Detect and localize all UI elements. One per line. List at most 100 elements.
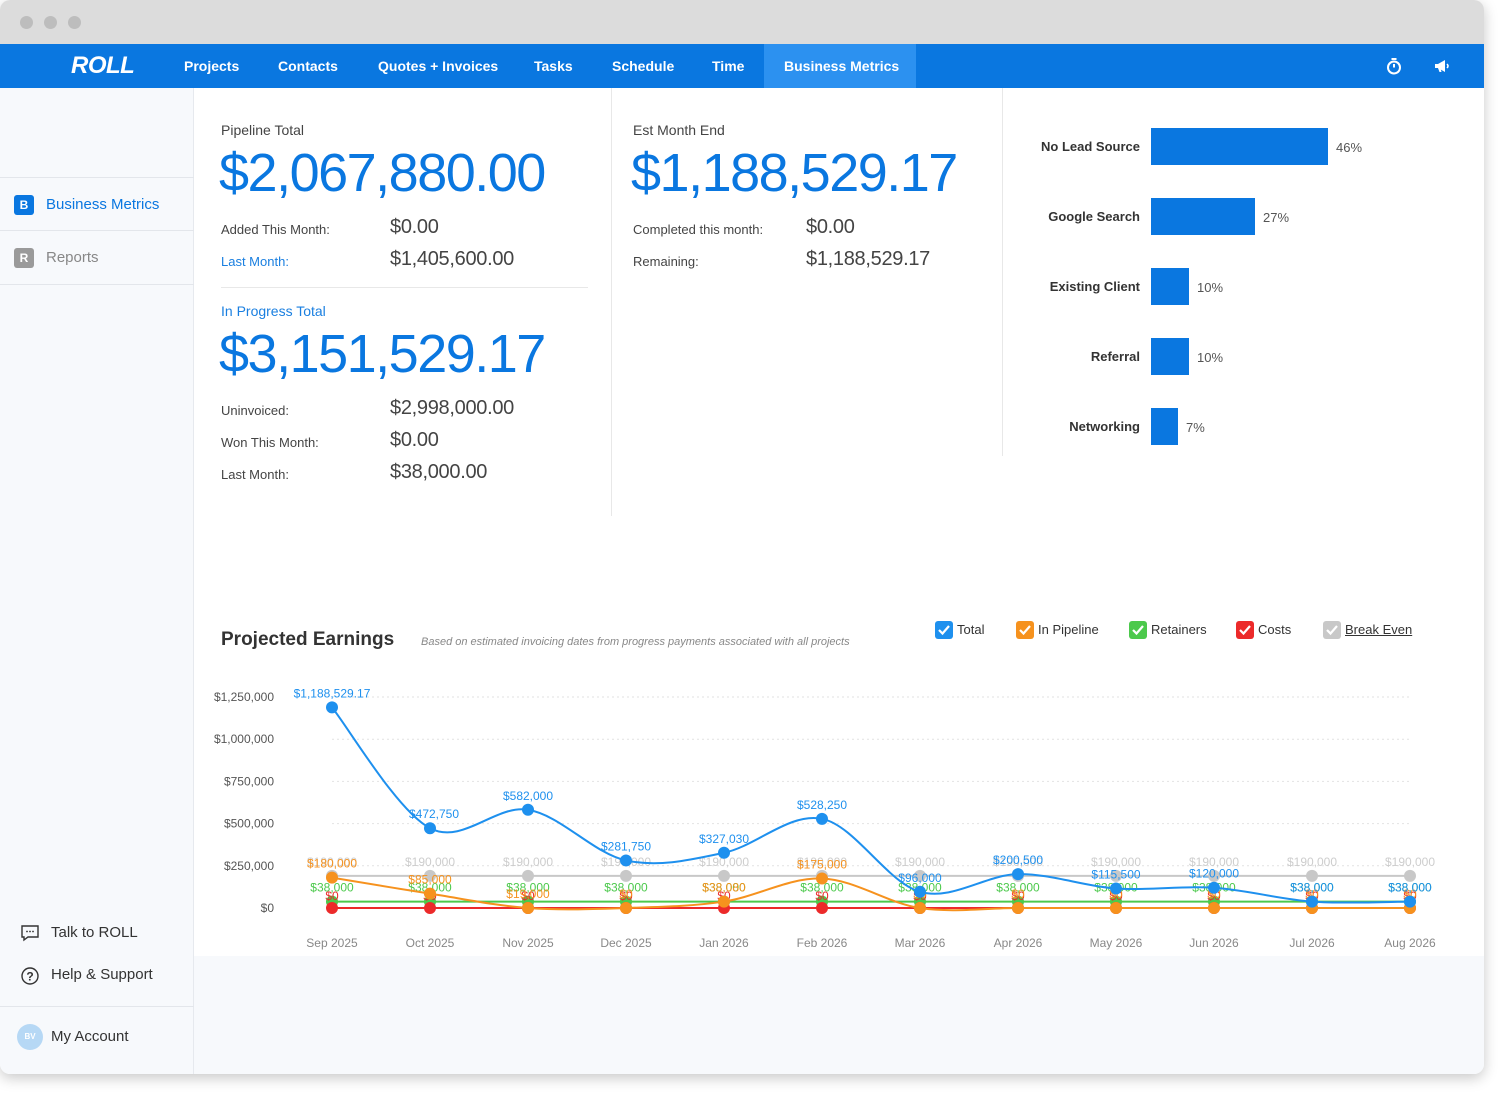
pipeline-last-month-link[interactable]: Last Month: <box>221 254 289 269</box>
data-point <box>424 822 436 835</box>
data-point <box>1306 895 1318 908</box>
data-point <box>1208 902 1220 914</box>
lead-source-percent: 46% <box>1336 140 1363 155</box>
data-label: $0 <box>815 889 829 903</box>
reports-badge-icon: R <box>14 248 34 268</box>
data-label: $0 <box>1011 889 1025 903</box>
window-zoom-dot[interactable] <box>68 16 81 29</box>
month-end-title: Est Month End <box>633 122 725 138</box>
data-label: $0 <box>521 889 535 903</box>
data-point <box>522 902 534 914</box>
sidebar: B Business Metrics R Reports Talk to ROL… <box>0 88 194 1074</box>
lead-source-label: No Lead Source <box>1041 139 1140 154</box>
data-point <box>718 869 730 882</box>
added-this-month-label: Added This Month: <box>221 222 330 237</box>
data-label: $528,250 <box>797 798 847 812</box>
nav-business-metrics[interactable]: Business Metrics <box>764 44 916 88</box>
my-account-label: My Account <box>51 1028 129 1045</box>
data-point <box>620 869 632 882</box>
data-label: $38,080 <box>702 881 746 895</box>
nav-projects[interactable]: Projects <box>184 58 240 74</box>
chat-bubble-icon <box>21 925 39 942</box>
y-tick-label: $1,250,000 <box>214 690 274 704</box>
nav-time[interactable]: Time <box>712 58 745 74</box>
window-close-dot[interactable] <box>20 16 33 29</box>
lead-source-percent: 10% <box>1197 280 1224 295</box>
lead-source-bar[interactable] <box>1151 198 1255 235</box>
nav-tasks[interactable]: Tasks <box>534 58 573 74</box>
data-label: $190,000 <box>699 855 749 869</box>
uninvoiced-value: $2,998,000.00 <box>390 397 515 419</box>
lead-source-bar[interactable] <box>1151 408 1178 445</box>
data-point <box>914 902 926 914</box>
data-label: $38,000 <box>1290 881 1334 895</box>
lead-source-bar[interactable] <box>1151 338 1189 375</box>
megaphone-icon[interactable] <box>1432 56 1452 76</box>
in-progress-last-month-value: $38,000.00 <box>390 461 488 483</box>
top-navbar: ROLL Projects Contacts Quotes + Invoices… <box>0 44 1484 88</box>
lead-source-label: Existing Client <box>1049 279 1140 294</box>
data-label: $190,000 <box>895 855 945 869</box>
stopwatch-icon[interactable] <box>1384 56 1404 76</box>
data-point <box>718 846 730 859</box>
legend-label: In Pipeline <box>1038 622 1099 637</box>
won-this-month-label: Won This Month: <box>221 435 319 450</box>
window-minimize-dot[interactable] <box>44 16 57 29</box>
data-label: $200,500 <box>993 853 1043 867</box>
checkbox-checked-icon[interactable] <box>1236 621 1254 639</box>
uninvoiced-label: Uninvoiced: <box>221 403 289 418</box>
legend-label: Break Even <box>1345 622 1413 637</box>
checkbox-checked-icon[interactable] <box>1323 621 1341 639</box>
x-tick-label: Jun 2026 <box>1189 936 1239 950</box>
data-point <box>816 812 828 825</box>
pipeline-divider <box>221 287 588 288</box>
data-point <box>424 902 436 914</box>
sidebar-item-label: Reports <box>46 249 99 266</box>
data-label: $190,000 <box>1189 855 1239 869</box>
in-progress-title-link[interactable]: In Progress Total <box>221 303 326 319</box>
lead-source-bar[interactable] <box>1151 268 1189 305</box>
data-label: $38,000 <box>604 881 648 895</box>
data-label: $38,000 <box>1388 881 1432 895</box>
remaining-label: Remaining: <box>633 254 699 269</box>
window-titlebar <box>0 0 1484 44</box>
data-label: $38,000 <box>800 881 844 895</box>
sidebar-item-business-metrics[interactable]: B Business Metrics <box>0 177 194 231</box>
data-label: $180,000 <box>307 857 357 871</box>
data-label: $0 <box>619 889 633 903</box>
y-tick-label: $0 <box>261 901 275 915</box>
data-point <box>326 902 338 914</box>
data-label: $38,000 <box>996 881 1040 895</box>
x-tick-label: Jul 2026 <box>1289 936 1335 950</box>
data-label: $19,000 <box>506 887 550 901</box>
data-point <box>620 902 632 914</box>
data-point <box>1012 902 1024 914</box>
checkbox-checked-icon[interactable] <box>1016 621 1034 639</box>
nav-quotes-invoices[interactable]: Quotes + Invoices <box>378 58 499 74</box>
lead-source-bar[interactable] <box>1151 128 1328 165</box>
roll-logo[interactable]: ROLL <box>71 52 135 79</box>
data-label: $120,000 <box>1189 867 1239 881</box>
nav-contacts[interactable]: Contacts <box>278 58 338 74</box>
data-point <box>914 869 926 882</box>
won-this-month-value: $0.00 <box>390 429 439 451</box>
completed-this-month-label: Completed this month: <box>633 222 764 237</box>
svg-text:?: ? <box>26 970 33 984</box>
checkbox-checked-icon[interactable] <box>1129 621 1147 639</box>
pipeline-last-month-value: $1,405,600.00 <box>390 248 515 270</box>
nav-schedule[interactable]: Schedule <box>612 58 675 74</box>
x-tick-label: Mar 2026 <box>895 936 946 950</box>
data-point <box>1404 895 1416 908</box>
data-label: $0 <box>325 889 339 903</box>
data-label: $327,030 <box>699 832 749 846</box>
data-label: $0 <box>1011 887 1025 901</box>
data-label: $38,000 <box>1290 881 1334 895</box>
data-point <box>914 885 926 898</box>
data-label: $472,750 <box>409 807 459 821</box>
sidebar-item-reports[interactable]: R Reports <box>0 231 194 285</box>
data-label: $190,000 <box>307 855 357 869</box>
checkbox-checked-icon[interactable] <box>935 621 953 639</box>
data-point <box>1110 902 1122 914</box>
avatar: BV <box>17 1024 43 1050</box>
data-point <box>1110 882 1122 895</box>
